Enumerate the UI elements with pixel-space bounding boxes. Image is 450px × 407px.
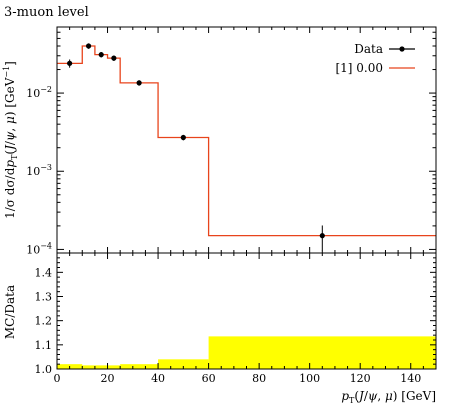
legend-label-mc: [1] 0.00 (335, 61, 383, 75)
ratio-band-bin (107, 365, 121, 369)
x-tick-label: 80 (252, 372, 266, 385)
ratio-y-axis-label: MC/Data (3, 285, 17, 339)
x-tick-label: 140 (400, 372, 421, 385)
data-point (180, 134, 186, 141)
data-point (136, 80, 142, 86)
ratio-y-tick-label: 1.3 (35, 291, 53, 304)
ratio-band-bin (120, 364, 159, 369)
x-tick-label: 40 (151, 372, 165, 385)
x-tick-label: 20 (101, 372, 115, 385)
ratio-y-tick-label: 1.1 (35, 339, 53, 352)
data-point (67, 60, 73, 66)
legend-label-data: Data (354, 42, 383, 56)
ratio-plot-frame (56, 252, 437, 370)
main-y-tick-label: 10−4 (26, 241, 52, 256)
data-point (98, 52, 104, 58)
ratio-y-tick-label: 1.4 (35, 266, 53, 279)
ratio-band-bin (208, 336, 436, 369)
x-tick-label: 100 (299, 372, 320, 385)
data-point (111, 55, 117, 61)
ratio-band-bin (158, 359, 209, 369)
x-tick-label: 120 (350, 372, 371, 385)
ratio-y-tick-label: 1.2 (35, 315, 53, 328)
main-y-tick-label: 10−3 (26, 163, 52, 178)
ratio-band-bin (94, 365, 108, 369)
x-tick-label: 0 (54, 372, 61, 385)
ratio-band-bin (82, 365, 95, 369)
main-plot-panel: 10−2 10−3 10−4 Data [1] 0.00 (26, 26, 437, 256)
main-y-axis-label: 1/σ dσ/dpT(J/ψ, μ) [GeV−1] (2, 61, 19, 219)
x-tick-label: 60 (202, 372, 216, 385)
chart-title: 3-muon level (4, 5, 89, 20)
data-point (319, 233, 325, 239)
legend: Data [1] 0.00 (335, 42, 415, 75)
ratio-y-tick-label: 1.0 (35, 363, 53, 376)
legend-marker-data (399, 46, 405, 52)
main-y-tick-label: 10−2 (26, 85, 52, 100)
ratio-plot-panel: 1.0 1.1 1.2 1.3 1.4 0 20 40 60 80 100 120 140 (35, 252, 437, 385)
x-axis-label: pT(J/ψ, μ) [GeV] (341, 389, 436, 405)
data-point (85, 43, 92, 49)
